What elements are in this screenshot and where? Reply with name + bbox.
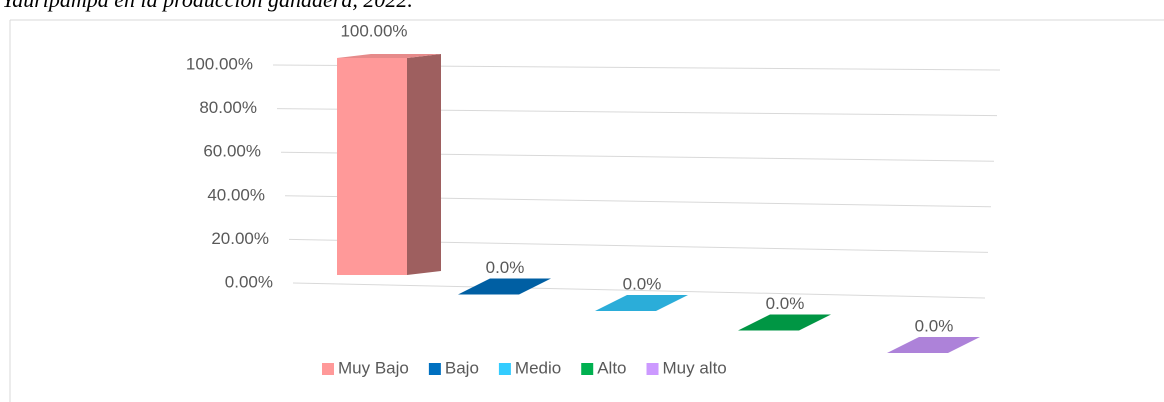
bar-top — [337, 54, 441, 58]
bar-top — [458, 278, 551, 295]
legend-label: Muy alto — [663, 358, 727, 377]
legend-label: Bajo — [445, 358, 479, 377]
y-tick-label: 80.00% — [199, 98, 257, 117]
y-tick-label: 60.00% — [203, 142, 261, 161]
legend-swatch — [646, 363, 659, 375]
legend-label: Muy Bajo — [338, 358, 409, 377]
value-label: 100.00% — [340, 21, 407, 40]
bar-top — [887, 337, 980, 353]
y-tick-label: 100.00% — [186, 54, 253, 73]
y-tick-label: 0.00% — [225, 272, 273, 291]
value-label: 0.0% — [486, 258, 525, 277]
value-label: 0.0% — [915, 316, 954, 335]
value-label: 0.0% — [766, 294, 805, 313]
bar-side — [407, 54, 441, 275]
legend-swatch — [498, 363, 511, 375]
legend-swatch — [322, 363, 334, 375]
y-tick-label: 40.00% — [207, 185, 265, 204]
value-label: 0.0% — [623, 274, 662, 293]
legend-swatch — [581, 363, 594, 375]
legend-label: Medio — [515, 358, 561, 377]
legend-label: Alto — [597, 358, 626, 377]
y-tick-label: 20.00% — [211, 229, 269, 248]
bar-top — [738, 314, 831, 331]
bar-front — [337, 58, 407, 275]
chart-title: Yauripampa en la producción ganadera, 20… — [2, 0, 413, 12]
grid-line — [292, 282, 986, 299]
legend-swatch — [428, 363, 441, 375]
bar-top — [595, 295, 688, 311]
